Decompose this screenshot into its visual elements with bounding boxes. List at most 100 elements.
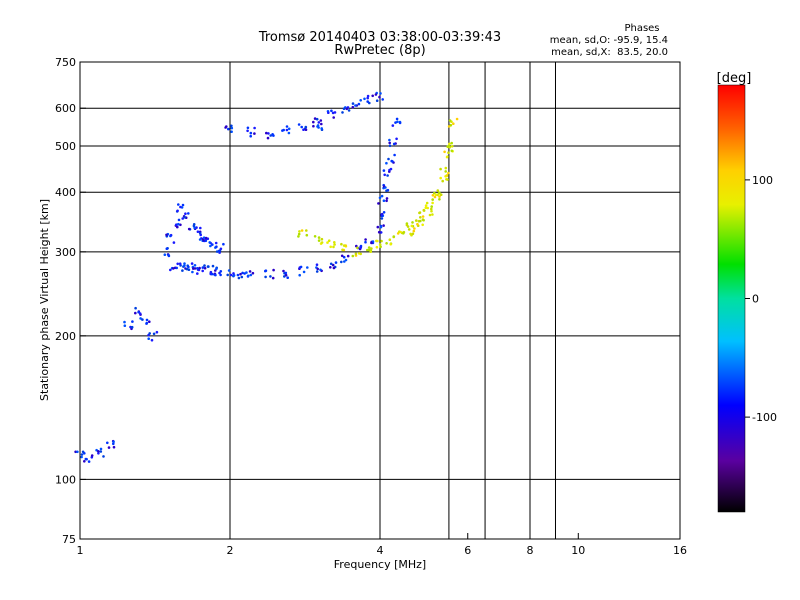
data-point [413, 227, 416, 230]
data-point [370, 241, 373, 245]
data-point [383, 173, 387, 177]
data-point [246, 274, 250, 278]
data-point [99, 447, 103, 451]
y-tick-label: 500 [55, 140, 76, 153]
data-point [380, 194, 384, 198]
data-point [398, 121, 402, 125]
data-point [175, 223, 178, 226]
data-point [343, 260, 346, 263]
data-point [225, 125, 228, 128]
data-point [387, 157, 390, 161]
stats-line-o: mean, sd,O: -95.9, 15.4 [550, 35, 668, 46]
data-point [326, 241, 329, 244]
data-point [378, 196, 382, 200]
data-point [210, 272, 214, 276]
data-point [444, 175, 447, 178]
data-point [134, 306, 137, 310]
data-point [227, 269, 231, 272]
data-point [393, 153, 396, 157]
data-point [436, 189, 440, 192]
data-point [169, 234, 172, 238]
data-point [217, 249, 221, 253]
data-point [431, 198, 435, 201]
data-point [385, 197, 389, 200]
data-point [388, 238, 392, 241]
data-point [315, 270, 319, 273]
data-point [434, 193, 438, 196]
data-point [183, 264, 186, 267]
x-tick-label: 4 [377, 544, 384, 557]
data-point [317, 236, 321, 239]
data-point [269, 134, 273, 137]
data-point [421, 223, 425, 227]
data-point [87, 460, 91, 463]
data-point [187, 212, 190, 215]
data-point [297, 123, 301, 126]
data-point [283, 275, 286, 278]
data-point [112, 445, 116, 449]
data-point [130, 325, 134, 329]
data-point [155, 330, 159, 334]
data-point [359, 99, 363, 102]
data-point [269, 275, 272, 278]
data-point [163, 253, 167, 256]
data-point [331, 263, 335, 267]
data-point [412, 229, 416, 233]
data-point [187, 265, 190, 269]
data-point [374, 93, 378, 96]
data-point [304, 125, 308, 129]
data-point [202, 238, 206, 242]
data-point [193, 267, 197, 270]
data-point [284, 271, 288, 275]
data-point [196, 267, 199, 270]
data-point [76, 450, 79, 454]
data-point [450, 145, 454, 148]
data-point [282, 269, 285, 273]
data-point [249, 134, 252, 138]
data-point [148, 320, 151, 324]
data-point [236, 273, 240, 277]
data-point [315, 117, 319, 121]
data-point [363, 97, 366, 101]
data-point [208, 241, 211, 244]
data-point [357, 102, 361, 106]
data-point [181, 203, 185, 207]
x-tick-label: 2 [227, 544, 234, 557]
y-tick-label: 200 [55, 330, 76, 343]
data-point [317, 126, 320, 129]
data-point [241, 271, 244, 275]
data-point [341, 111, 344, 114]
data-point [249, 273, 253, 277]
data-point [145, 322, 148, 325]
data-point [312, 120, 315, 124]
data-point [448, 119, 452, 122]
data-point [332, 245, 335, 249]
data-point [215, 245, 218, 248]
data-point [382, 199, 386, 202]
data-point [203, 266, 207, 270]
data-point [385, 161, 388, 165]
chart-title: Tromsø 20140403 03:38:00-03:39:43 [258, 30, 501, 45]
data-point [366, 100, 370, 103]
data-point [332, 116, 336, 119]
data-point [340, 242, 343, 246]
data-point [409, 232, 412, 236]
data-point [145, 318, 149, 322]
data-point [285, 128, 289, 132]
colorbar [717, 84, 746, 513]
data-point [165, 233, 168, 237]
data-point [380, 213, 383, 216]
data-point [422, 218, 425, 222]
data-point [438, 198, 441, 201]
data-point [380, 239, 383, 243]
x-tick-label: 1 [77, 544, 84, 557]
data-point [452, 122, 455, 125]
data-point [165, 247, 169, 250]
data-point [395, 137, 398, 141]
data-point [264, 269, 268, 273]
data-point [375, 245, 379, 249]
data-point [193, 264, 197, 267]
data-point [211, 243, 214, 246]
data-point [450, 141, 454, 145]
data-point [320, 241, 324, 244]
